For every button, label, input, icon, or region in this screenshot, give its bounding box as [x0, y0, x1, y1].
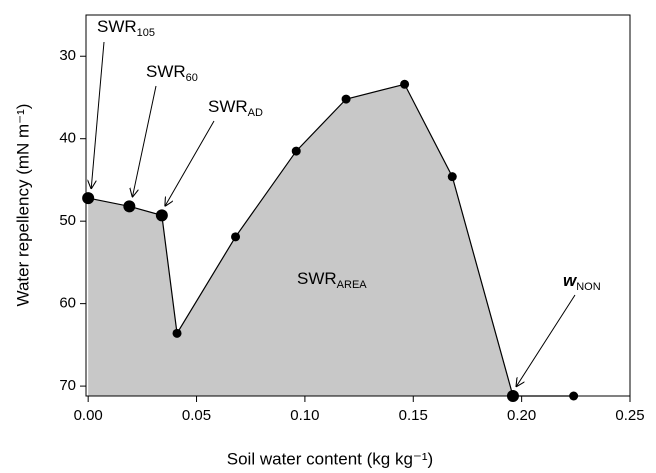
annotation-arrow [91, 41, 105, 189]
x-tick-label: 0.00 [74, 407, 103, 424]
x-tick-label: 0.05 [182, 407, 211, 424]
annotation-sub: 60 [186, 72, 198, 84]
data-point [291, 146, 301, 156]
annotation: wNON [563, 271, 601, 292]
annotation-text: SWR [208, 97, 248, 116]
data-point [341, 94, 351, 104]
area [88, 84, 574, 396]
data-point [123, 200, 136, 213]
annotation-arrow [165, 120, 215, 206]
annotation-sub: NON [576, 281, 601, 293]
annotation: SWRAREA [297, 269, 367, 290]
plot-frame [85, 14, 631, 397]
x-axis-label: Soil water content (kg kg⁻¹) [227, 449, 433, 468]
annotation-text: SWR [97, 17, 137, 36]
y-tick-label: 60 [59, 295, 76, 312]
annotation-text: SWR [146, 62, 186, 81]
y-tick-label: 50 [59, 212, 76, 229]
data-point [506, 390, 519, 402]
annotation: SWR60 [146, 62, 198, 83]
data-point [155, 209, 168, 222]
annotation-text: w [563, 271, 578, 290]
x-tick-label: 0.20 [507, 407, 536, 424]
annotation-sub: AREA [337, 279, 368, 291]
annotation: SWRAD [208, 97, 263, 118]
y-axis-label: Water repellency (mN m⁻¹) [13, 104, 32, 307]
data-point [569, 391, 579, 401]
y-tick-label: 30 [59, 47, 76, 64]
annotation: SWR105 [97, 17, 155, 38]
data-point [172, 328, 182, 338]
data-point [447, 172, 457, 182]
x-tick-label: 0.15 [399, 407, 428, 424]
annotation-arrow [132, 85, 157, 197]
annotation-sub: AD [248, 107, 263, 119]
annotation-arrow [516, 294, 576, 387]
y-tick-label: 70 [59, 377, 76, 394]
data-point [400, 79, 410, 89]
data-point [231, 232, 241, 242]
annotation-sub: 105 [137, 27, 155, 39]
y-tick-label: 40 [59, 130, 76, 147]
data-point [82, 192, 95, 205]
annotation-text: SWR [297, 269, 337, 288]
x-tick-label: 0.25 [615, 407, 644, 424]
x-tick-label: 0.10 [290, 407, 319, 424]
